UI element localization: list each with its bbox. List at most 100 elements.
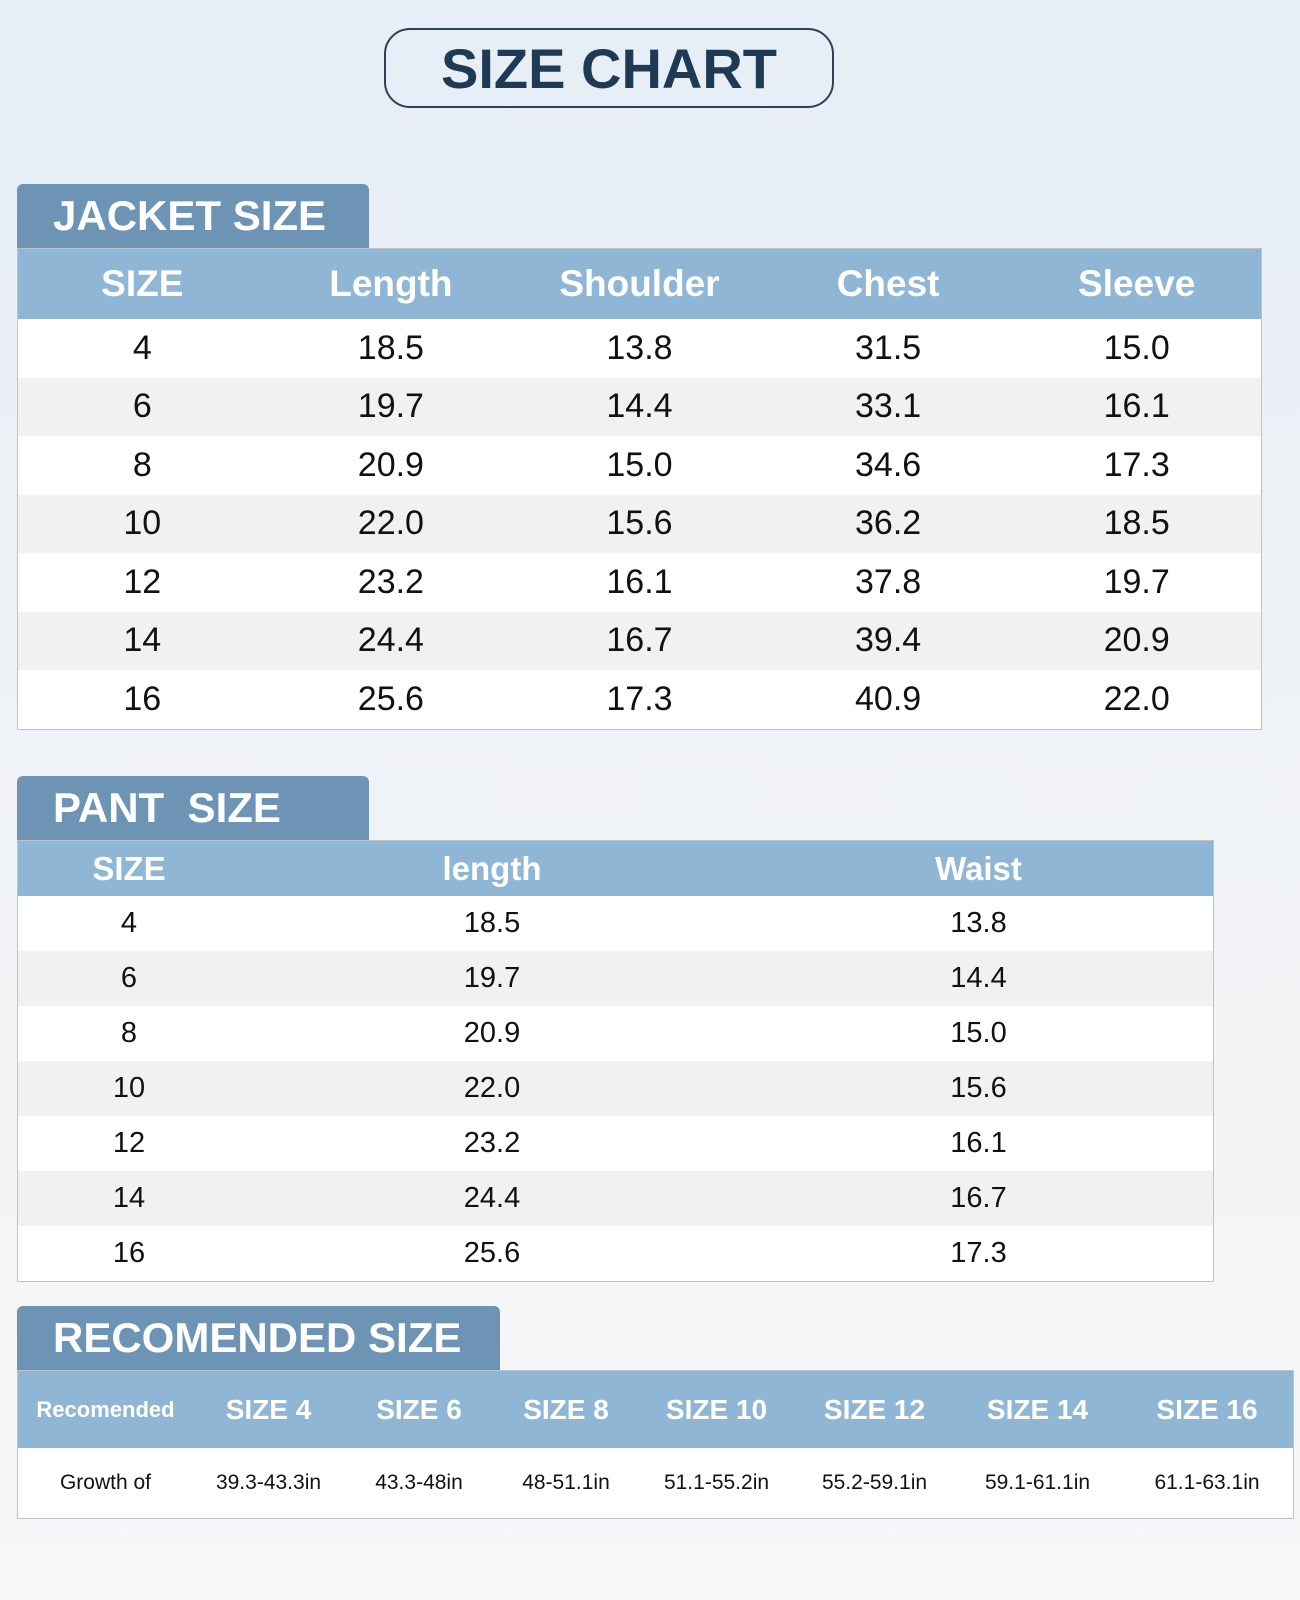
column-header: Recomended [36, 1396, 175, 1422]
table-cell: 15.6 [606, 504, 673, 543]
table-cell: 34.6 [855, 445, 922, 484]
table-cell: 33.1 [855, 387, 922, 426]
table-row: 6 19.7 14.4 33.1 16.1 [18, 377, 1261, 436]
table-cell: 16 [123, 679, 162, 718]
table-cell: 14 [112, 1182, 146, 1214]
header-row: SIZE length Waist [18, 841, 1213, 896]
table-cell: 14 [123, 621, 162, 660]
table-cell: 59.1-61.1in [984, 1471, 1091, 1494]
table-cell: 8 [120, 1017, 138, 1049]
table-row: 16 25.6 17.3 [18, 1226, 1213, 1281]
table-row: Growth of 39.3-43.3in 43.3-48in 48-51.1in 51… [18, 1448, 1293, 1518]
table-cell: 16.1 [1103, 387, 1170, 426]
table-cell: 17.3 [1103, 445, 1170, 484]
table-cell: 22.0 [463, 1072, 521, 1104]
table-row: 8 20.9 15.0 [18, 1006, 1213, 1061]
table-cell: 6 [132, 387, 152, 426]
column-header: Shoulder [559, 263, 720, 304]
table-cell: 55.2-59.1in [821, 1471, 928, 1494]
table-cell: 22.0 [357, 504, 424, 543]
recommended-table: Recomended SIZE 4 SIZE 6 SIZE 8 SIZE 10 SIZE … [17, 1370, 1294, 1519]
table-cell: 14.4 [950, 962, 1007, 994]
table-cell: 4 [120, 907, 138, 939]
table-cell: 25.6 [357, 679, 424, 718]
table-cell: 23.2 [357, 562, 424, 601]
table-cell: 40.9 [855, 679, 922, 718]
table-row: 16 25.6 17.3 40.9 22.0 [18, 670, 1261, 729]
column-header: SIZE 16 [1156, 1393, 1258, 1425]
table-cell: 19.7 [357, 387, 424, 426]
table-cell: 12 [112, 1127, 146, 1159]
table-cell: 13.8 [606, 328, 673, 367]
column-header: length [442, 849, 542, 887]
table-cell: 20.9 [463, 1017, 521, 1049]
table-cell: 31.5 [855, 328, 922, 367]
table-cell: 37.8 [855, 562, 922, 601]
section-tab: JACKET SIZE [17, 184, 369, 248]
table-row: 4 18.5 13.8 31.5 15.0 [18, 319, 1261, 378]
table-cell: 61.1-63.1in [1154, 1471, 1260, 1494]
table-cell: 19.7 [1103, 562, 1170, 601]
table-cell: 15.0 [1103, 328, 1170, 367]
column-header: SIZE 14 [986, 1393, 1089, 1425]
jacket-table: SIZE Length Shoulder Chest Sleeve 4 18.5 13.8 31… [17, 248, 1262, 730]
table-cell: Growth of [59, 1471, 152, 1494]
table-cell: 25.6 [463, 1237, 521, 1269]
pant-table: SIZE length Waist 4 18.5 13.8 6 19.7 14.4 8 20.9 15… [17, 840, 1214, 1282]
column-header: SIZE 12 [823, 1393, 926, 1425]
table-cell: 13.8 [950, 907, 1007, 939]
table-cell: 39.4 [855, 621, 922, 660]
table-cell: 20.9 [357, 445, 424, 484]
table-row: 6 19.7 14.4 [18, 951, 1213, 1006]
table-cell: 17.3 [606, 679, 673, 718]
table-cell: 6 [120, 962, 138, 994]
table-row: 10 22.0 15.6 [18, 1061, 1213, 1116]
table-cell: 36.2 [855, 504, 922, 543]
table-cell: 51.1-55.2in [663, 1471, 770, 1494]
table-cell: 17.3 [950, 1237, 1007, 1269]
table-row: 10 22.0 15.6 36.2 18.5 [18, 494, 1261, 553]
column-header: SIZE 6 [376, 1393, 462, 1425]
table-cell: 15.6 [950, 1072, 1007, 1104]
table-row: 4 18.5 13.8 [18, 896, 1213, 951]
column-header: Sleeve [1078, 263, 1196, 304]
table-cell: 12 [123, 562, 162, 601]
page-title: SIZE CHART [384, 28, 834, 108]
table-cell: 14.4 [606, 387, 673, 426]
table-cell: 19.7 [463, 962, 521, 994]
table-cell: 18.5 [1103, 504, 1170, 543]
table-cell: 10 [112, 1072, 146, 1104]
column-header: SIZE 10 [665, 1393, 768, 1425]
column-header: Waist [935, 849, 1022, 887]
column-header: SIZE [101, 263, 184, 304]
table-cell: 16.1 [950, 1127, 1007, 1159]
section-tab: PANT SIZE [17, 776, 369, 840]
table-cell: 16 [112, 1237, 146, 1269]
column-header: Length [329, 263, 453, 304]
table-cell: 15.0 [606, 445, 673, 484]
table-cell: 18.5 [357, 328, 424, 367]
table-row: 12 23.2 16.1 37.8 19.7 [18, 553, 1261, 612]
table-row: 14 24.4 16.7 [18, 1171, 1213, 1226]
table-cell: 48-51.1in [522, 1471, 610, 1494]
column-header: Chest [836, 263, 940, 304]
column-header: SIZE 4 [225, 1393, 312, 1425]
column-header: SIZE [92, 849, 166, 887]
column-header: SIZE 8 [523, 1393, 609, 1425]
table-cell: 4 [132, 328, 152, 367]
table-row: 8 20.9 15.0 34.6 17.3 [18, 436, 1261, 495]
table-cell: 16.7 [606, 621, 673, 660]
table-row: 14 24.4 16.7 39.4 20.9 [18, 611, 1261, 670]
table-cell: 20.9 [1103, 621, 1170, 660]
table-cell: 16.7 [950, 1182, 1007, 1214]
section-tab: RECOMENDED SIZE [17, 1306, 500, 1370]
table-cell: 23.2 [463, 1127, 521, 1159]
table-cell: 24.4 [357, 621, 424, 660]
table-cell: 10 [123, 504, 162, 543]
table-cell: 39.3-43.3in [215, 1471, 322, 1494]
table-cell: 18.5 [463, 907, 521, 939]
table-cell: 22.0 [1103, 679, 1170, 718]
table-cell: 24.4 [463, 1182, 521, 1214]
table-row: 12 23.2 16.1 [18, 1116, 1213, 1171]
